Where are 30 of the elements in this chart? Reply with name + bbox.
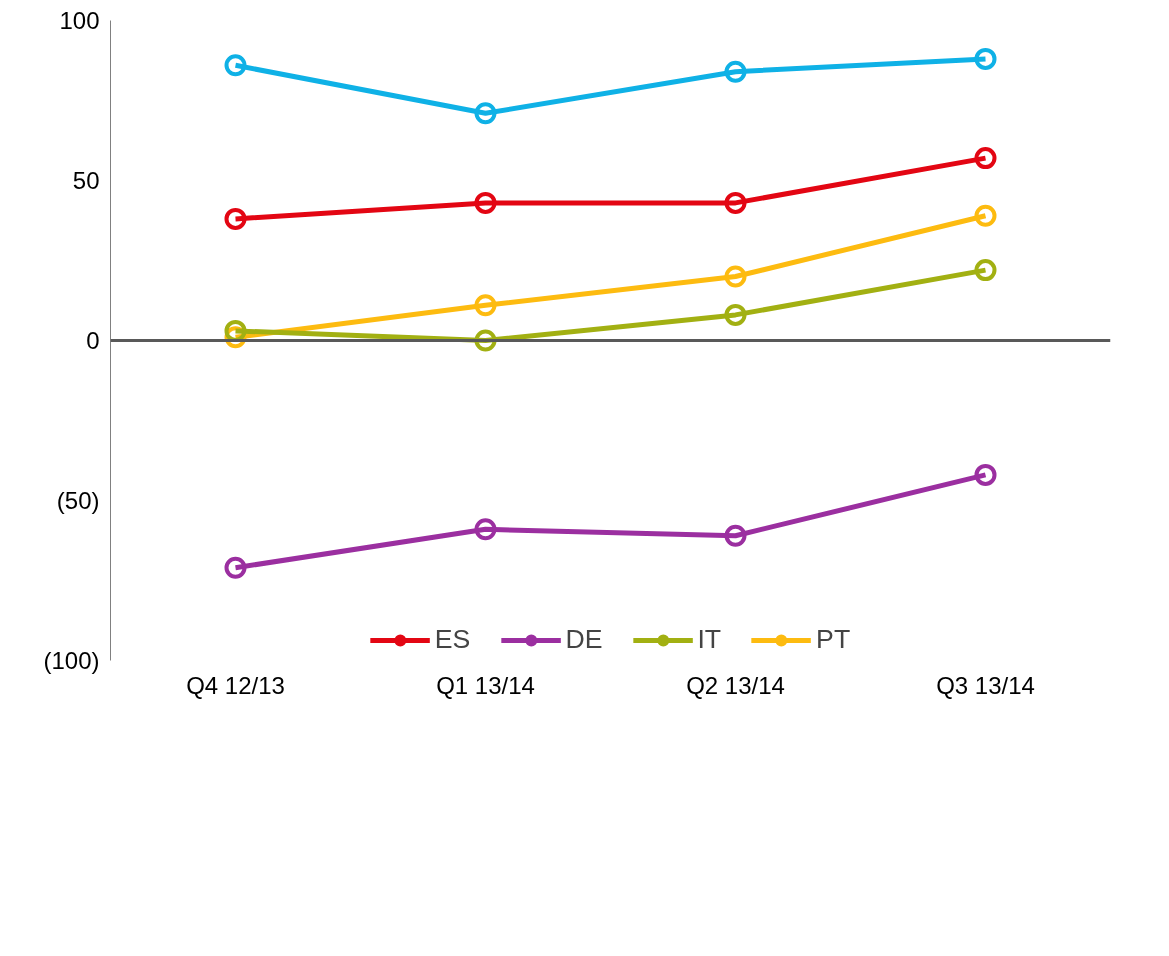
point <box>974 463 997 486</box>
point <box>974 204 997 227</box>
point <box>974 47 997 70</box>
legend-label: DE <box>565 624 603 655</box>
point <box>724 524 747 547</box>
point <box>474 102 497 125</box>
point <box>474 518 497 541</box>
legend-label: ES <box>434 624 471 655</box>
point <box>224 54 247 77</box>
legend-label: IT <box>697 624 722 655</box>
point <box>474 294 497 317</box>
x-tick-label: Q3 13/14 <box>936 671 1035 699</box>
point <box>724 60 747 83</box>
y-tick-label: 50 <box>72 167 100 194</box>
y-tick-label: (100) <box>43 647 100 674</box>
x-tick-label: Q1 13/14 <box>436 671 535 699</box>
point <box>474 191 497 214</box>
x-tick-label: Q2 13/14 <box>686 671 785 699</box>
y-tick-label: 0 <box>86 327 100 354</box>
point <box>974 147 997 170</box>
point <box>224 207 247 230</box>
legend-label: PT <box>816 624 851 655</box>
point <box>224 556 247 579</box>
point <box>974 259 997 282</box>
point <box>724 303 747 326</box>
y-tick-label: 100 <box>59 7 100 34</box>
x-tick-label: Q4 12/13 <box>186 671 285 699</box>
y-tick-label: (50) <box>56 487 100 514</box>
point <box>724 191 747 214</box>
point <box>724 265 747 288</box>
